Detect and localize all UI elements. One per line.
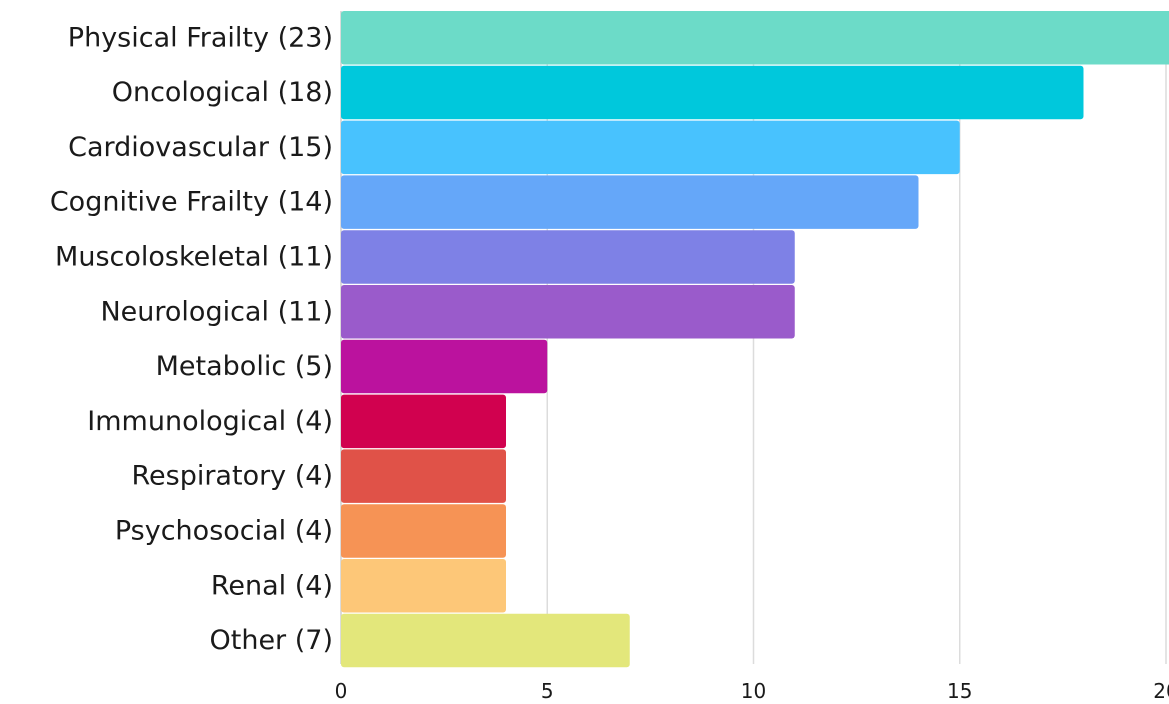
bar-7 [341, 394, 506, 449]
category-label: Psychosocial (4) [115, 515, 333, 546]
category-labels: Physical Frailty (23) Oncological (18) Car… [50, 22, 333, 656]
category-label: Cardiovascular (15) [68, 132, 333, 163]
category-label: Other (7) [210, 625, 334, 656]
category-label: Physical Frailty (23) [68, 22, 333, 53]
category-label: Oncological (18) [112, 77, 333, 108]
bar-6 [341, 339, 548, 394]
bar-5 [341, 285, 795, 339]
bar-0 [341, 11, 1169, 65]
bars [341, 11, 1169, 668]
bar-4 [341, 230, 795, 284]
x-tick-label: 20 [1153, 679, 1169, 703]
x-tick-label: 0 [335, 679, 348, 703]
category-label: Immunological (4) [87, 406, 333, 437]
gridlines [340, 11, 1167, 664]
category-label: Respiratory (4) [131, 461, 333, 492]
category-label: Neurological (11) [100, 296, 333, 327]
bar-1 [341, 65, 1084, 120]
bar-9 [341, 504, 506, 558]
x-tick-label: 5 [541, 679, 554, 703]
x-axis-ticks: 0 5 10 15 20 [335, 679, 1169, 703]
category-label: Cognitive Frailty (14) [50, 187, 333, 218]
x-tick-label: 10 [741, 679, 766, 703]
bar-3 [341, 175, 919, 229]
x-tick-label: 15 [947, 679, 972, 703]
category-label: Muscoloskeletal (11) [55, 241, 333, 272]
bar-2 [341, 120, 960, 175]
bar-10 [341, 559, 506, 613]
category-label: Renal (4) [211, 570, 333, 601]
bar-11 [341, 613, 630, 668]
bar-8 [341, 449, 506, 503]
category-label: Metabolic (5) [156, 351, 333, 382]
